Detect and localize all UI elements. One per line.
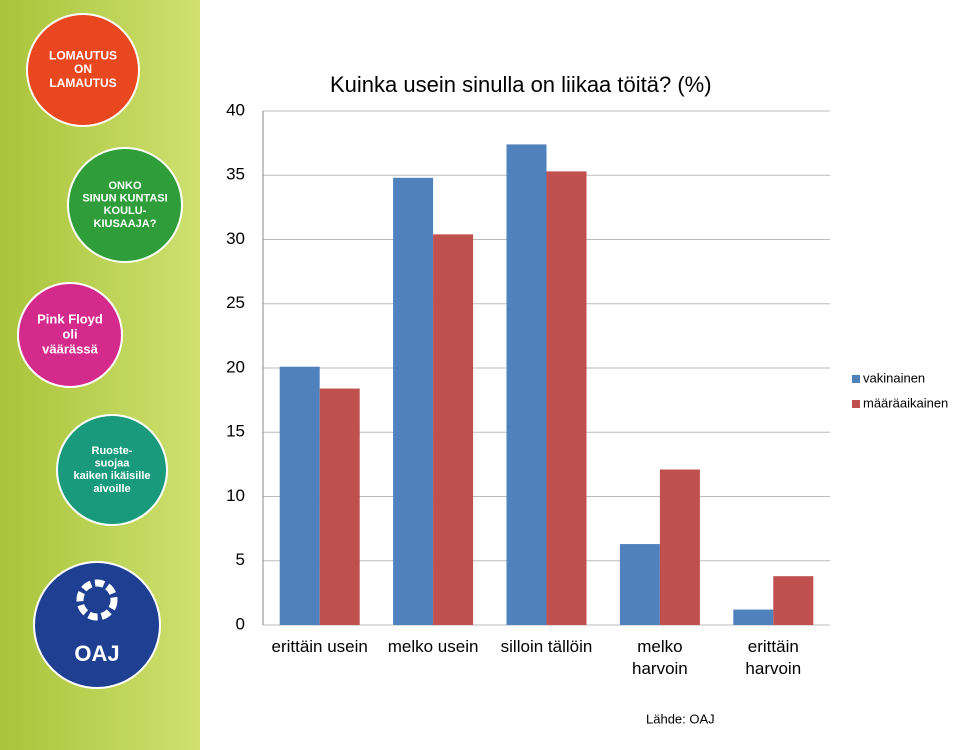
badge-text: OAJ bbox=[74, 641, 119, 666]
y-tick-label: 0 bbox=[236, 614, 245, 633]
badge-text: Ruoste- bbox=[92, 445, 133, 457]
badge-text: ON bbox=[74, 62, 92, 76]
badge-text: suojaa bbox=[95, 458, 131, 470]
badge bbox=[33, 561, 161, 689]
badge bbox=[26, 13, 140, 127]
badge-text: LOMAUTUS bbox=[49, 48, 117, 62]
x-tick-label: erittäin usein bbox=[271, 637, 368, 656]
badge-text: LAMAUTUS bbox=[49, 76, 116, 90]
legend-label: määräaikainen bbox=[863, 395, 948, 410]
y-tick-label: 40 bbox=[226, 100, 245, 119]
bar bbox=[319, 388, 360, 625]
bar bbox=[279, 366, 320, 625]
bar bbox=[733, 609, 774, 625]
y-tick-label: 25 bbox=[226, 293, 245, 312]
badge-text: kaiken ikäisille bbox=[73, 470, 150, 482]
legend-label: vakinainen bbox=[863, 370, 925, 385]
y-tick-label: 5 bbox=[236, 550, 245, 569]
x-tick-label: erittäin harvoin bbox=[745, 637, 802, 678]
badge-text: väärässä bbox=[42, 341, 98, 356]
emblem bbox=[76, 579, 118, 621]
bar bbox=[393, 177, 434, 625]
x-tick-label: silloin tällöin bbox=[500, 637, 593, 656]
legend-swatch bbox=[852, 400, 860, 408]
badge-text: KOULU- bbox=[104, 205, 147, 217]
source: Lähde: OAJ bbox=[646, 711, 715, 726]
legend-swatch bbox=[852, 375, 860, 383]
bar bbox=[659, 469, 700, 625]
y-tick-label: 10 bbox=[226, 486, 245, 505]
badge-text: aivoille bbox=[93, 483, 130, 495]
badge-text: oli bbox=[62, 326, 77, 341]
y-tick-label: 30 bbox=[226, 229, 245, 248]
x-tick-label: melko harvoin bbox=[632, 637, 688, 678]
bar bbox=[619, 544, 660, 625]
y-tick-label: 35 bbox=[226, 165, 245, 184]
bar bbox=[506, 144, 547, 625]
badge-text: SINUN KUNTASI bbox=[82, 193, 167, 205]
badge bbox=[56, 414, 168, 526]
badge bbox=[17, 282, 123, 388]
bar bbox=[546, 171, 587, 625]
y-tick-label: 20 bbox=[226, 357, 245, 376]
badge-text: ONKO bbox=[109, 180, 142, 192]
x-tick-label: melko usein bbox=[387, 637, 479, 656]
badge-text: KIUSAAJA? bbox=[94, 218, 157, 230]
chart-title: Kuinka usein sinulla on liikaa töitä? (%… bbox=[330, 72, 712, 97]
badge bbox=[67, 147, 183, 263]
bar bbox=[773, 576, 814, 625]
badge-text: Pink Floyd bbox=[37, 311, 103, 326]
y-tick-label: 15 bbox=[226, 422, 245, 441]
bar bbox=[433, 234, 474, 626]
